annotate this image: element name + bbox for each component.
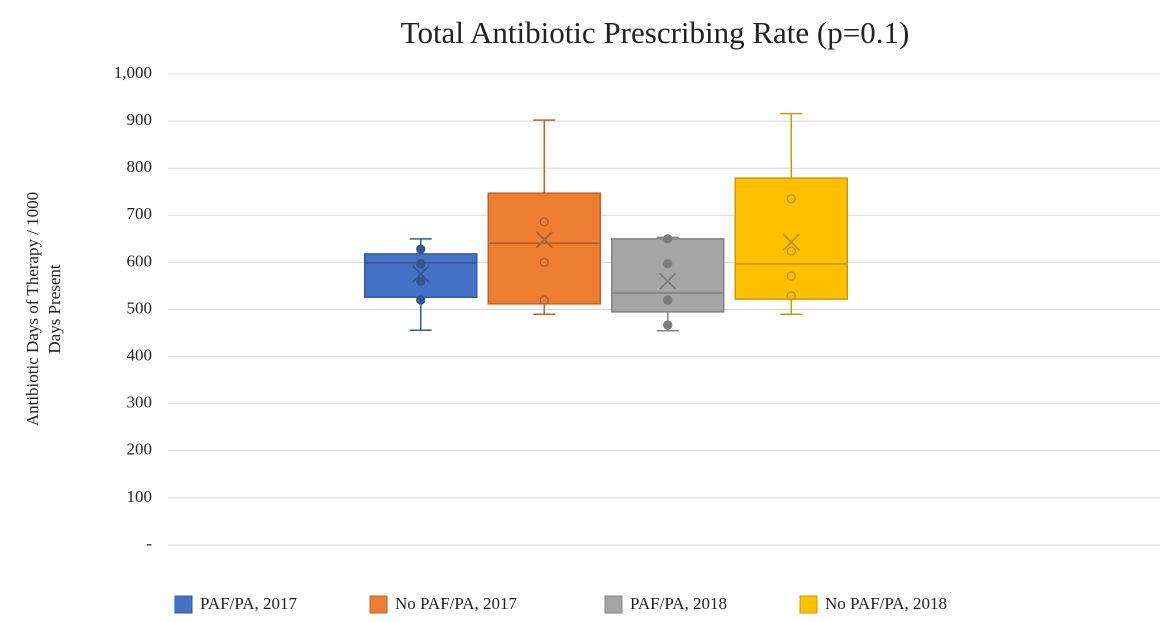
chart-title: Total Antibiotic Prescribing Rate (p=0.1… <box>401 15 910 50</box>
mean-marker <box>412 265 430 283</box>
y-tick-label: 700 <box>127 204 153 223</box>
y-axis-label: Days Present <box>45 264 64 354</box>
y-tick-label: 600 <box>127 251 153 270</box>
legend-label: No PAF/PA, 2017 <box>395 594 518 613</box>
point <box>786 246 796 256</box>
legend-label: PAF/PA, 2018 <box>630 594 727 613</box>
y-tick-label: 200 <box>127 440 153 459</box>
y-axis-label: Antibiotic Days of Therapy / 1000 <box>23 192 42 426</box>
y-tick-label: 400 <box>127 346 153 365</box>
point <box>786 291 796 301</box>
mean-marker <box>782 233 800 251</box>
legend-swatch <box>369 595 388 614</box>
legend-label: PAF/PA, 2017 <box>200 594 298 613</box>
y-tick-label: 300 <box>127 393 153 412</box>
point <box>663 259 673 269</box>
legend-swatch <box>799 595 818 614</box>
point <box>416 244 426 254</box>
point <box>539 217 549 227</box>
point <box>416 276 426 286</box>
y-tick-label: - <box>146 534 152 553</box>
y-tick-label: 900 <box>127 110 153 129</box>
y-tick-label: 500 <box>127 298 153 317</box>
y-tick-label: 800 <box>127 157 153 176</box>
point <box>786 271 796 281</box>
point <box>416 259 426 269</box>
y-tick-label: 1,000 <box>114 63 152 82</box>
legend-swatch <box>174 595 193 614</box>
point <box>786 194 796 204</box>
legend-label: No PAF/PA, 2018 <box>825 594 947 613</box>
legend-swatch <box>604 595 623 614</box>
box <box>734 177 848 300</box>
point <box>416 295 426 305</box>
mean-marker <box>659 272 677 290</box>
point <box>539 257 549 268</box>
point <box>539 295 549 305</box>
mean-marker <box>535 231 553 249</box>
point <box>663 234 673 244</box>
point <box>663 295 673 305</box>
box <box>487 192 601 305</box>
y-tick-label: 100 <box>127 487 153 506</box>
point <box>663 320 673 330</box>
